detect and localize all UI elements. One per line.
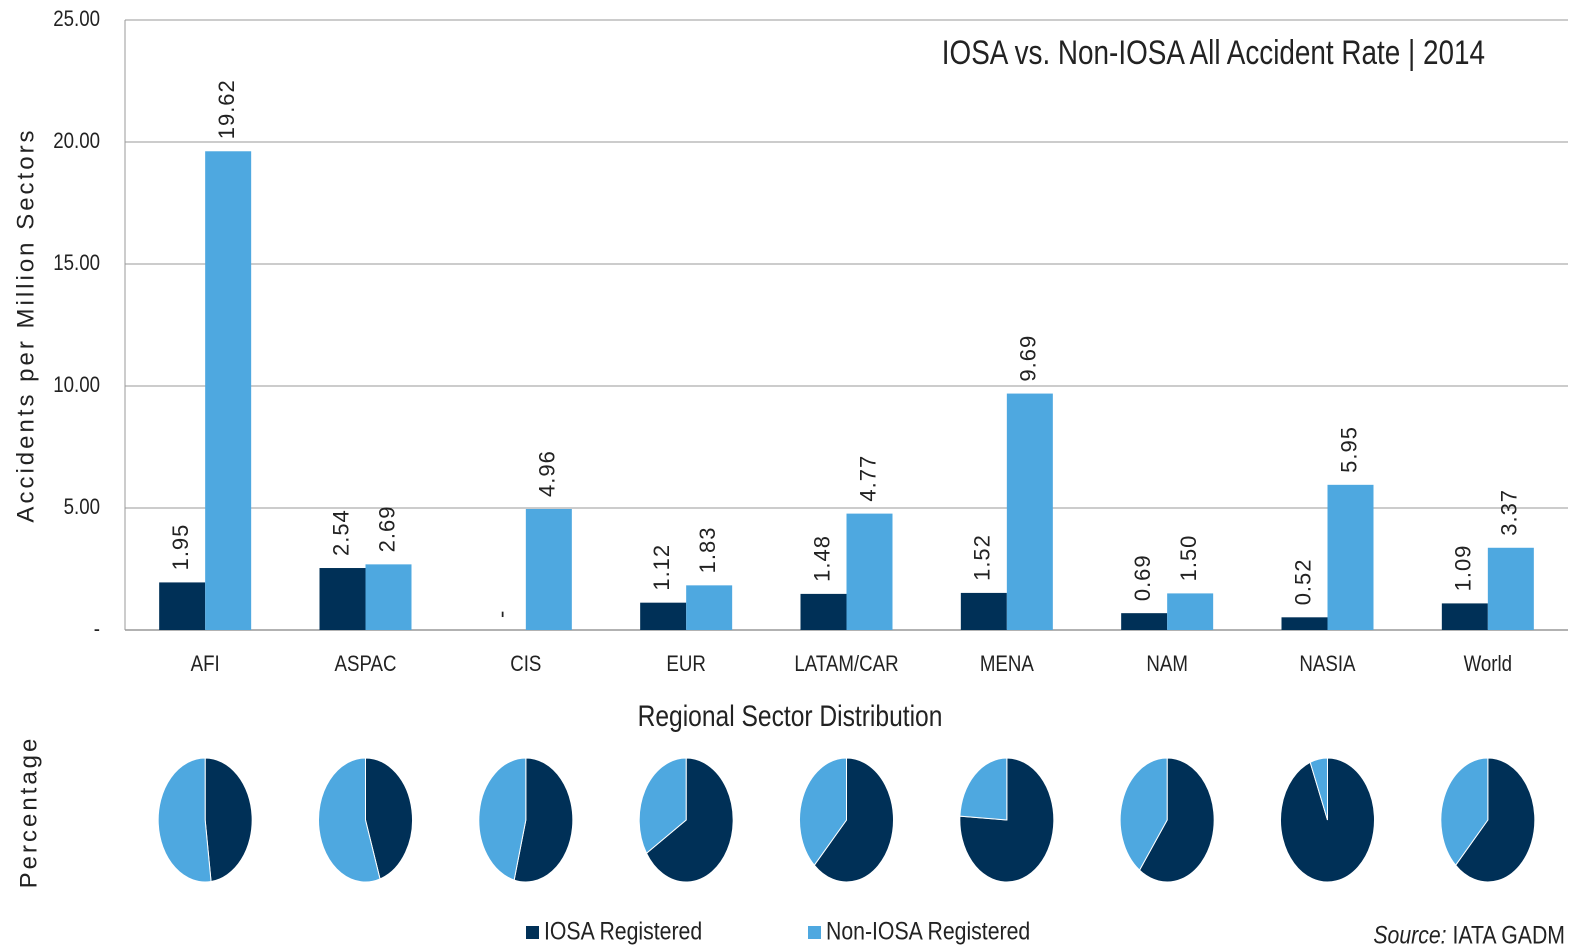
bar	[159, 582, 206, 630]
y-tick-label: 5.00	[64, 495, 100, 519]
y-tick-label: 20.00	[53, 129, 100, 153]
pie-slice	[513, 757, 574, 883]
data-label: 2.54	[328, 509, 353, 556]
data-label: 1.50	[1176, 535, 1201, 582]
pie-title: Regional Sector Distribution	[638, 699, 943, 733]
x-tick-label: AFI	[191, 652, 220, 676]
data-label: 1.09	[1451, 545, 1476, 592]
source: Source: IATA GADM	[1373, 921, 1565, 949]
bar	[365, 564, 412, 630]
bar	[1167, 593, 1214, 630]
y-tick-label: 10.00	[53, 373, 100, 397]
y-tick-label: 15.00	[53, 251, 100, 275]
legend-label: IOSA Registered	[544, 917, 702, 945]
bar	[525, 508, 572, 630]
data-label: -	[489, 610, 514, 618]
pie-slice	[157, 757, 212, 883]
pie-slice	[1119, 757, 1168, 871]
bar	[846, 513, 893, 630]
bar	[960, 592, 1007, 630]
pie-slice	[204, 757, 253, 883]
data-label: 1.12	[649, 544, 674, 591]
pie-slice	[799, 757, 847, 867]
legend-label: Non-IOSA Registered	[826, 917, 1030, 945]
x-tick-label: NASIA	[1299, 652, 1355, 676]
bar	[800, 593, 847, 630]
pie-slice	[1309, 757, 1328, 821]
data-label: 1.83	[695, 527, 720, 574]
data-label: 4.96	[535, 450, 560, 497]
data-label: 1.48	[809, 535, 834, 582]
bar	[1121, 613, 1168, 630]
bar	[1487, 547, 1534, 630]
pie-slice	[318, 757, 381, 883]
x-tick-label: NAM	[1146, 652, 1188, 676]
pie-slice	[478, 757, 527, 881]
pie-slice	[365, 757, 414, 880]
pie-slice	[638, 757, 687, 855]
pie-y-label: Percentage	[15, 736, 42, 889]
bar	[319, 568, 366, 630]
legend-swatch	[808, 926, 821, 939]
bar	[205, 151, 252, 630]
pie-slice	[959, 757, 1008, 821]
data-label: 5.95	[1336, 426, 1361, 473]
pie-slice	[813, 757, 894, 883]
bar	[1327, 484, 1374, 630]
y-axis-label: Accidents per Million Sectors	[12, 127, 39, 522]
legend-swatch	[526, 926, 539, 939]
data-label: 0.52	[1290, 558, 1315, 605]
pie-slice	[1440, 757, 1489, 867]
x-tick-label: CIS	[510, 652, 541, 676]
pie-slice	[1138, 757, 1215, 883]
y-tick-label: -	[94, 617, 100, 641]
source-text: IATA GADM	[1453, 921, 1565, 949]
bar	[1006, 393, 1053, 630]
chart-title: IOSA vs. Non-IOSA All Accident Rate | 20…	[942, 33, 1485, 71]
x-tick-label: MENA	[980, 652, 1034, 676]
x-tick-label: EUR	[666, 652, 705, 676]
x-tick-label: LATAM/CAR	[794, 652, 898, 676]
pie-slice	[645, 757, 734, 883]
bar	[1281, 617, 1328, 630]
bar	[640, 602, 687, 630]
data-label: 1.95	[168, 524, 193, 571]
bar	[1441, 603, 1488, 630]
data-label: 19.62	[214, 79, 239, 139]
x-tick-label: World	[1464, 652, 1512, 676]
y-tick-label: 25.00	[53, 7, 100, 31]
data-label: 9.69	[1016, 335, 1041, 382]
pie-slice	[1455, 757, 1536, 883]
source-label: Source:	[1373, 921, 1446, 949]
data-label: 4.77	[855, 455, 880, 502]
data-label: 3.37	[1497, 489, 1522, 536]
bar	[686, 585, 733, 630]
x-tick-label: ASPAC	[335, 652, 397, 676]
data-label: 2.69	[374, 506, 399, 553]
data-label: 0.69	[1130, 554, 1155, 601]
data-label: 1.52	[970, 534, 995, 581]
